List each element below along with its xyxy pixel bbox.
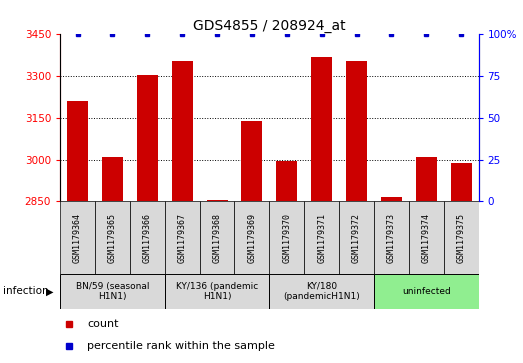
Bar xyxy=(200,201,234,274)
Bar xyxy=(374,201,409,274)
Text: GSM1179375: GSM1179375 xyxy=(457,213,465,263)
Text: GSM1179374: GSM1179374 xyxy=(422,213,431,263)
Text: GSM1179364: GSM1179364 xyxy=(73,213,82,263)
Bar xyxy=(165,274,269,309)
Text: GSM1179370: GSM1179370 xyxy=(282,213,291,263)
Bar xyxy=(95,201,130,274)
Text: percentile rank within the sample: percentile rank within the sample xyxy=(87,341,275,351)
Bar xyxy=(137,75,158,201)
Bar xyxy=(311,57,332,201)
Bar xyxy=(242,121,263,201)
Text: infection: infection xyxy=(3,286,48,296)
Text: BN/59 (seasonal
H1N1): BN/59 (seasonal H1N1) xyxy=(76,282,149,301)
Bar xyxy=(416,157,437,201)
Text: count: count xyxy=(87,319,119,329)
Bar xyxy=(276,161,297,201)
Bar xyxy=(269,274,374,309)
Title: GDS4855 / 208924_at: GDS4855 / 208924_at xyxy=(193,20,346,33)
Bar xyxy=(165,201,200,274)
Bar xyxy=(339,201,374,274)
Text: GSM1179371: GSM1179371 xyxy=(317,213,326,263)
Bar xyxy=(234,201,269,274)
Bar xyxy=(444,201,479,274)
Bar xyxy=(374,274,479,309)
Bar xyxy=(172,61,192,201)
Bar xyxy=(269,201,304,274)
Text: KY/180
(pandemicH1N1): KY/180 (pandemicH1N1) xyxy=(283,282,360,301)
Bar xyxy=(381,197,402,201)
Bar xyxy=(60,201,95,274)
Bar xyxy=(451,163,472,201)
Bar xyxy=(304,201,339,274)
Bar xyxy=(67,101,88,201)
Text: KY/136 (pandemic
H1N1): KY/136 (pandemic H1N1) xyxy=(176,282,258,301)
Text: GSM1179367: GSM1179367 xyxy=(178,213,187,263)
Bar xyxy=(130,201,165,274)
Text: ▶: ▶ xyxy=(46,286,53,296)
Bar xyxy=(60,274,165,309)
Bar xyxy=(409,201,444,274)
Text: GSM1179373: GSM1179373 xyxy=(387,213,396,263)
Text: GSM1179372: GSM1179372 xyxy=(352,213,361,263)
Text: GSM1179369: GSM1179369 xyxy=(247,213,256,263)
Text: GSM1179365: GSM1179365 xyxy=(108,213,117,263)
Bar xyxy=(346,61,367,201)
Text: GSM1179366: GSM1179366 xyxy=(143,213,152,263)
Bar xyxy=(102,157,123,201)
Text: GSM1179368: GSM1179368 xyxy=(212,213,222,263)
Bar xyxy=(207,200,228,201)
Text: uninfected: uninfected xyxy=(402,287,451,296)
